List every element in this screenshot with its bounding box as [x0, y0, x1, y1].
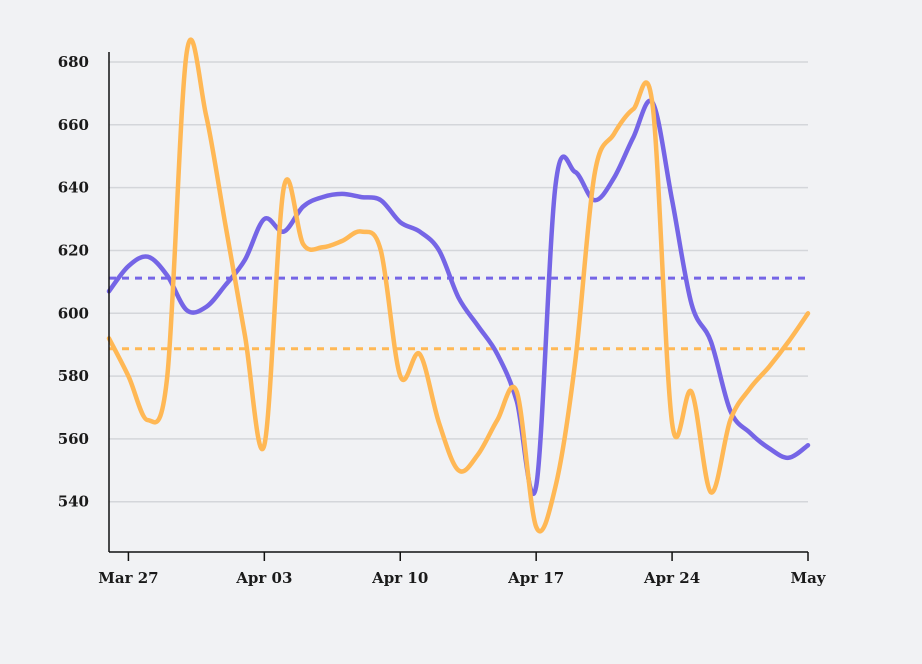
- y-axis-tick-labels: 540 560 580 600 620 640 660 680: [58, 53, 89, 511]
- x-axis-tick-labels: Mar 27 Apr 03 Apr 10 Apr 17 Apr 24 May: [98, 569, 827, 587]
- x-tick-label-2025-04-10: Apr 10: [371, 569, 428, 587]
- y-tick-label-660: 660: [58, 116, 89, 134]
- x-tick-label-2025-03-27: Mar 27: [98, 569, 158, 587]
- x-tick-label-2025-04-17: Apr 17: [507, 569, 564, 587]
- y-tick-label-560: 560: [58, 430, 89, 448]
- y-tick-label-600: 600: [58, 304, 89, 322]
- series-lines: [106, 37, 811, 534]
- y-tick-label-580: 580: [58, 367, 89, 385]
- y-tick-label-640: 640: [58, 179, 89, 197]
- axes: [108, 52, 809, 561]
- y-tick-label-540: 540: [58, 493, 89, 511]
- y-tick-label-680: 680: [58, 53, 89, 71]
- x-tick-label-2025-04-24: Apr 24: [643, 569, 700, 587]
- gridlines: [109, 61, 808, 503]
- x-tick-label-2025-05-01: May: [790, 569, 826, 587]
- x-tick-label-2025-04-03: Apr 03: [235, 569, 292, 587]
- y-tick-label-620: 620: [58, 241, 89, 259]
- series-line-2: [106, 37, 811, 534]
